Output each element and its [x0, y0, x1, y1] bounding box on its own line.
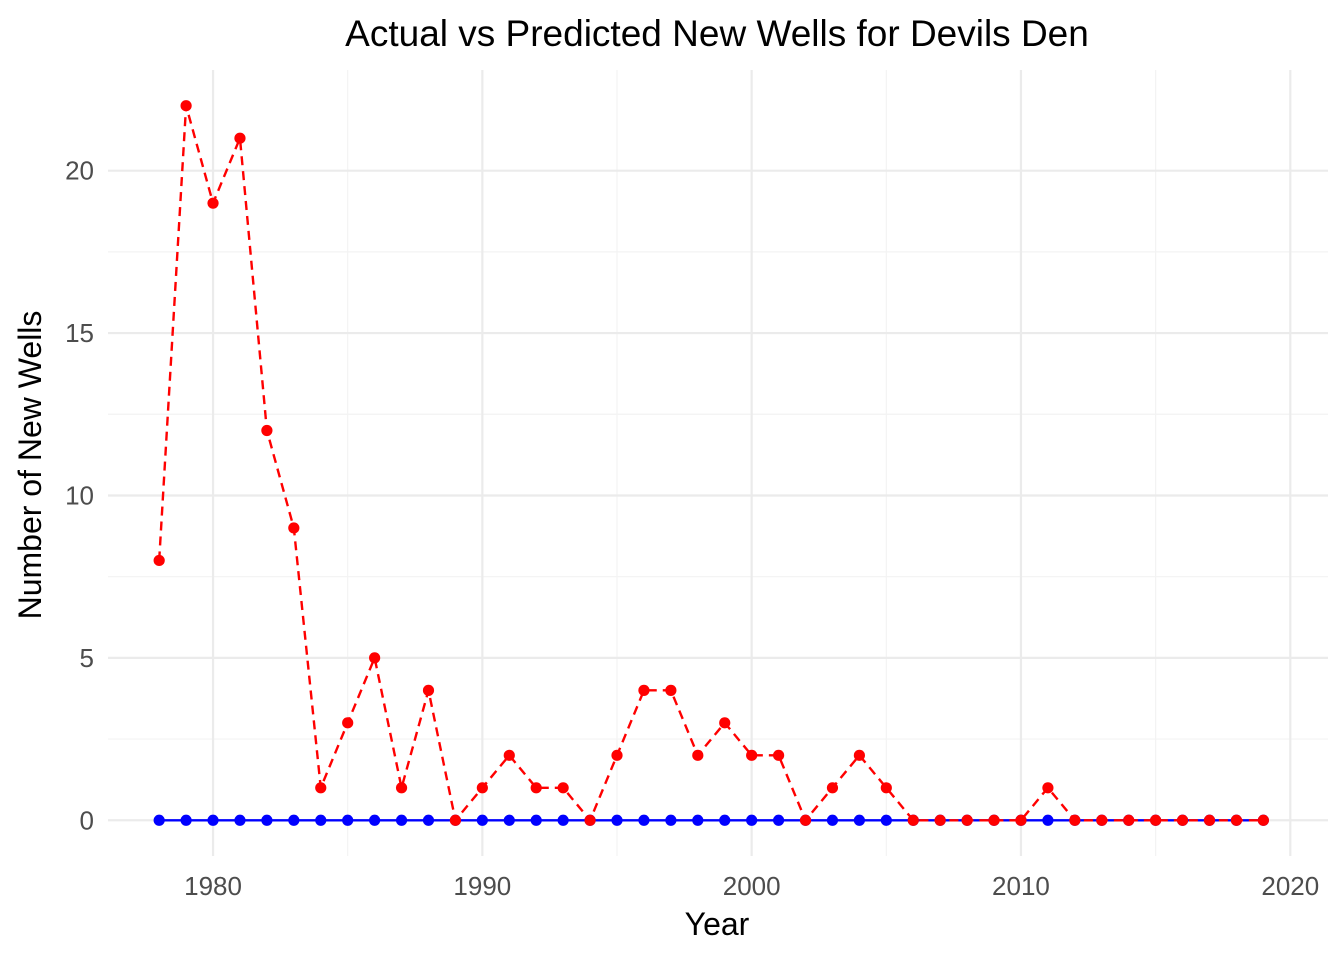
data-point — [315, 782, 327, 794]
data-point — [1203, 814, 1216, 826]
data-point — [692, 749, 704, 761]
data-point — [557, 782, 569, 794]
data-point — [207, 197, 219, 209]
data-point — [1042, 814, 1054, 826]
y-tick-label: 10 — [65, 480, 94, 510]
data-point — [180, 100, 192, 112]
x-tick-label: 2020 — [1261, 871, 1319, 901]
data-point — [261, 814, 273, 826]
data-point — [476, 814, 488, 826]
data-point — [746, 814, 758, 826]
grid-lines — [108, 70, 1328, 856]
data-point — [746, 749, 758, 761]
data-point — [853, 814, 865, 826]
data-point — [880, 782, 892, 794]
data-point — [1096, 814, 1108, 826]
data-point — [503, 814, 515, 826]
data-point — [422, 684, 435, 696]
data-point — [584, 814, 596, 826]
data-point — [153, 554, 165, 567]
y-tick-label: 15 — [65, 318, 94, 348]
data-point — [342, 814, 354, 826]
y-tick-label: 20 — [65, 156, 94, 186]
data-point — [180, 814, 192, 826]
data-point — [1176, 814, 1189, 826]
x-axis-title: Year — [685, 906, 750, 942]
data-point — [449, 814, 462, 826]
data-point — [503, 749, 515, 761]
data-point — [719, 814, 731, 826]
data-point — [234, 132, 246, 144]
data-point — [853, 749, 865, 761]
data-point — [692, 814, 704, 826]
data-point — [826, 814, 839, 826]
chart-title: Actual vs Predicted New Wells for Devils… — [345, 13, 1089, 54]
data-point — [422, 814, 435, 826]
data-point — [772, 749, 785, 761]
x-tick-label: 1990 — [453, 871, 511, 901]
data-point — [934, 814, 946, 826]
data-point — [988, 814, 1000, 826]
data-point — [315, 814, 327, 826]
data-point — [557, 814, 569, 826]
data-point — [342, 717, 354, 729]
data-point — [207, 814, 219, 826]
series-layer — [153, 100, 1269, 826]
data-point — [1042, 782, 1054, 794]
data-point — [234, 814, 246, 826]
data-point — [369, 652, 381, 664]
series-line — [157, 105, 1264, 823]
x-axis-ticks: 1980 1990 2000 2010 2020 — [184, 871, 1319, 901]
data-point — [611, 749, 623, 761]
data-point — [961, 814, 973, 826]
y-axis-title: Number of New Wells — [12, 311, 48, 620]
x-tick-label: 2010 — [992, 871, 1050, 901]
data-point — [611, 814, 623, 826]
data-point — [880, 814, 892, 826]
data-point — [665, 814, 677, 826]
data-point — [395, 782, 408, 794]
data-point — [826, 782, 839, 794]
y-axis-ticks: 0 5 10 15 20 — [65, 156, 94, 836]
series-1 — [153, 100, 1269, 826]
y-tick-label: 0 — [80, 805, 94, 835]
data-point — [153, 814, 165, 826]
data-point — [261, 424, 273, 437]
data-point — [369, 814, 381, 826]
data-point — [719, 717, 731, 729]
data-point — [530, 782, 542, 794]
data-point — [288, 522, 300, 534]
data-point — [799, 814, 812, 826]
data-point — [395, 814, 408, 826]
data-point — [1069, 814, 1081, 826]
data-point — [638, 684, 650, 696]
data-point — [1230, 814, 1243, 826]
data-point — [1123, 814, 1135, 826]
data-point — [638, 814, 650, 826]
y-tick-label: 5 — [80, 643, 94, 673]
data-point — [665, 684, 677, 696]
data-point — [288, 814, 300, 826]
data-point — [1015, 814, 1027, 826]
data-point — [530, 814, 542, 826]
data-point — [1150, 814, 1162, 826]
data-point — [1257, 814, 1269, 826]
data-point — [772, 814, 785, 826]
data-point — [907, 814, 919, 826]
x-tick-label: 2000 — [723, 871, 781, 901]
data-point — [476, 782, 488, 794]
x-tick-label: 1980 — [184, 871, 242, 901]
